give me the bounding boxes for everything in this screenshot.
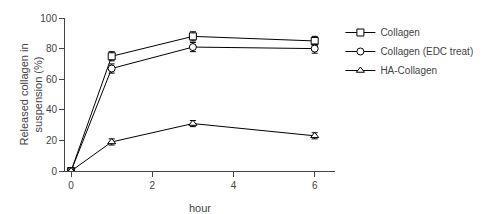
svg-text:100: 100 xyxy=(40,13,57,24)
svg-text:0: 0 xyxy=(68,180,74,191)
svg-text:6: 6 xyxy=(312,180,318,191)
svg-text:80: 80 xyxy=(46,43,58,54)
svg-text:0: 0 xyxy=(51,166,57,177)
svg-text:Collagen: Collagen xyxy=(380,27,419,38)
svg-text:40: 40 xyxy=(46,104,58,115)
svg-text:20: 20 xyxy=(46,135,58,146)
svg-text:4: 4 xyxy=(231,180,237,191)
svg-text:hour: hour xyxy=(189,202,211,214)
svg-text:Collagen (EDC treat): Collagen (EDC treat) xyxy=(380,46,473,57)
svg-text:Released collagen insuspension: Released collagen insuspension (%) xyxy=(18,43,44,145)
svg-text:2: 2 xyxy=(150,180,156,191)
svg-text:HA-Collagen: HA-Collagen xyxy=(380,65,437,76)
svg-text:60: 60 xyxy=(46,74,58,85)
